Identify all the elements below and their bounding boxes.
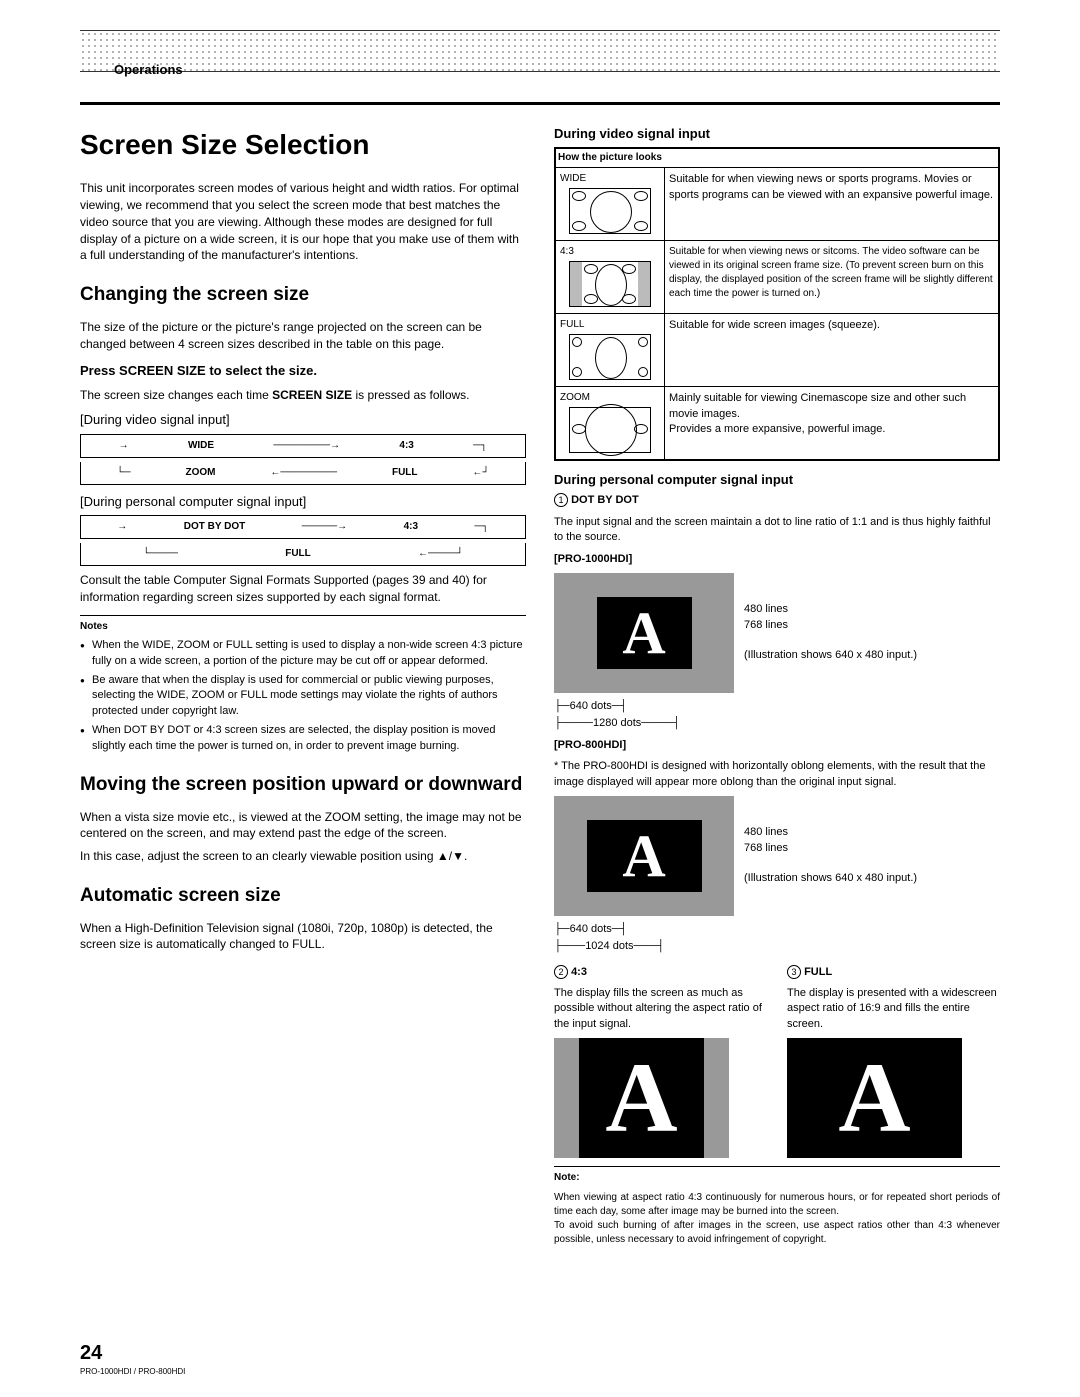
section-label: Operations [110,59,187,81]
model-800: [PRO-800HDI] [554,738,1000,753]
bracket-pc: [During personal computer signal input] [80,493,526,511]
full-diagram: A [787,1038,962,1158]
text-800: * The PRO-800HDI is designed with horizo… [554,759,1000,790]
model-1000: [PRO-1000HDI] [554,552,1000,567]
mode-43-desc: The display fills the screen as much as … [554,986,767,1032]
page-number: 24 [80,1339,102,1367]
text-auto: When a High-Definition Television signal… [80,920,526,954]
dims-800: ├─ 640 dots ─┤ [554,922,1000,937]
mode-full-desc: The display is presented with a widescre… [787,986,1000,1032]
table-row: ZOOM Mainly suitable for viewing Cinemas… [555,387,999,461]
cycle-video-2: └─ZOOM←────────FULL←┘ [80,462,526,485]
dims-1000: ├─ 640 dots ─┤ [554,699,1000,714]
cycle-video: →WIDE────────→4:3─┐ [80,434,526,458]
text-move-2: In this case, adjust the screen to an cl… [80,848,526,865]
heading-video-input: During video signal input [554,125,1000,143]
mode-full-label: 3 FULL [787,965,1000,980]
cycle-pc-2: └────FULL←────┘ [80,543,526,566]
heading-move: Moving the screen position upward or dow… [80,772,526,799]
divider [80,102,1000,105]
diagram-1000: A 480 lines768 lines(Illustration shows … [554,573,1000,693]
text-consult: Consult the table Computer Signal Format… [80,572,526,606]
heading-pc-input: During personal computer signal input [554,471,1000,489]
text-press: The screen size changes each time SCREEN… [80,387,526,404]
table-row: FULL Suitable for wide screen images (sq… [555,314,999,387]
mode-table: How the picture looks WIDE Suitable for … [554,147,1000,461]
dot-by-dot-label: 1 DOT BY DOT [554,493,1000,508]
notes-header: Notes [80,615,526,634]
zoom-icon [569,407,651,453]
table-row: WIDE Suitable for when viewing news or s… [555,168,999,241]
43-diagram: A [579,1038,704,1158]
table-header: How the picture looks [555,148,999,168]
heading-change: Changing the screen size [80,282,526,309]
bracket-video: [During video signal input] [80,411,526,429]
intro-text: This unit incorporates screen modes of v… [80,180,526,264]
header-dots: Operations [80,30,1000,72]
note-3: When DOT BY DOT or 4:3 screen sizes are … [80,723,526,754]
diagram-800: A 480 lines768 lines(Illustration shows … [554,796,1000,916]
wide-icon [569,188,651,234]
note-end-header: Note: [554,1166,1000,1185]
43-icon [569,261,651,307]
table-row: 4:3 Suitable for when viewing news or si… [555,241,999,314]
text-change: The size of the picture or the picture's… [80,319,526,353]
full-icon [569,334,651,380]
text-dot: The input signal and the screen maintain… [554,515,1000,546]
heading-auto: Automatic screen size [80,883,526,910]
footer-models: PRO-1000HDI / PRO-800HDI [80,1366,185,1377]
text-move-1: When a vista size movie etc., is viewed … [80,809,526,843]
note-2: Be aware that when the display is used f… [80,673,526,719]
heading-press: Press SCREEN SIZE to select the size. [80,362,526,380]
cycle-pc: →DOT BY DOT─────→4:3─┐ [80,515,526,539]
note-end: When viewing at aspect ratio 4:3 continu… [554,1191,1000,1247]
page-title: Screen Size Selection [80,125,526,164]
note-1: When the WIDE, ZOOM or FULL setting is u… [80,638,526,669]
mode-43-label: 2 4:3 [554,965,767,980]
